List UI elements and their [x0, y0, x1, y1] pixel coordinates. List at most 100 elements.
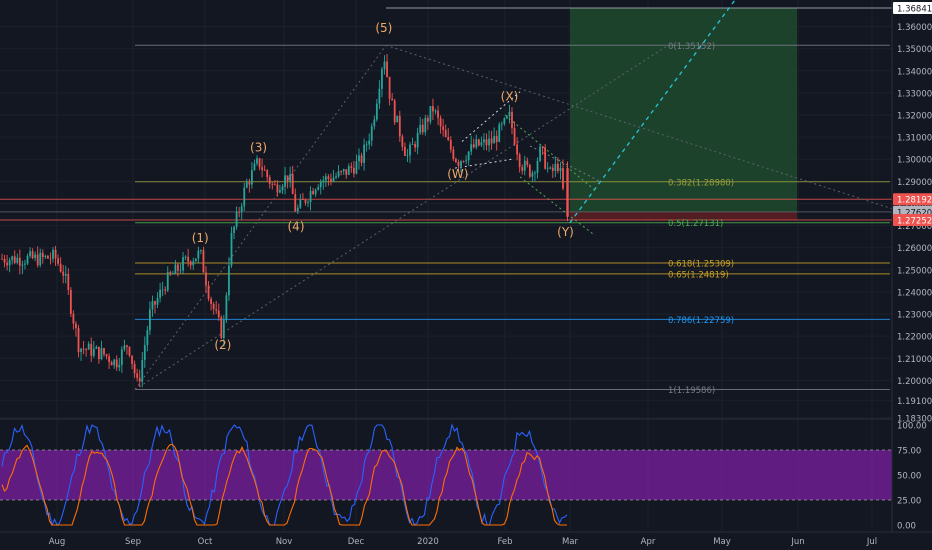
candle-body[interactable]	[261, 167, 263, 171]
candle-body[interactable]	[302, 199, 304, 200]
candle-body[interactable]	[539, 146, 541, 161]
candle-body[interactable]	[120, 349, 123, 365]
candle-body[interactable]	[245, 182, 248, 188]
candle-body[interactable]	[437, 110, 439, 118]
candle-body[interactable]	[149, 309, 151, 331]
candle-body[interactable]	[126, 345, 128, 347]
candle-body[interactable]	[559, 167, 562, 171]
candle-body[interactable]	[467, 151, 470, 161]
candle-body[interactable]	[353, 167, 355, 174]
candle-body[interactable]	[179, 270, 182, 272]
candle-body[interactable]	[299, 199, 302, 208]
candle-body[interactable]	[251, 170, 253, 185]
candle-body[interactable]	[77, 328, 80, 353]
candle-body[interactable]	[87, 343, 90, 350]
candle-body[interactable]	[138, 377, 141, 382]
candle-body[interactable]	[200, 250, 202, 252]
candle-body[interactable]	[544, 147, 547, 169]
candle-body[interactable]	[75, 323, 77, 329]
candle-body[interactable]	[113, 359, 116, 366]
candle-body[interactable]	[108, 356, 110, 363]
candle-body[interactable]	[557, 163, 559, 171]
candle-body[interactable]	[54, 249, 57, 259]
candle-body[interactable]	[215, 309, 218, 311]
candle-body[interactable]	[240, 206, 243, 213]
candle-body[interactable]	[324, 176, 327, 181]
candle-body[interactable]	[31, 251, 34, 259]
candle-body[interactable]	[439, 117, 442, 127]
candle-body[interactable]	[105, 354, 108, 357]
candle-body[interactable]	[358, 155, 360, 162]
candle-body[interactable]	[67, 273, 70, 290]
candle-body[interactable]	[378, 88, 381, 104]
candle-body[interactable]	[513, 128, 516, 145]
candle-body[interactable]	[536, 160, 539, 173]
candle-body[interactable]	[386, 61, 388, 77]
candle-body[interactable]	[161, 289, 164, 291]
candle-body[interactable]	[16, 257, 19, 263]
candle-body[interactable]	[534, 172, 536, 174]
candle-body[interactable]	[462, 161, 465, 162]
candle-body[interactable]	[531, 172, 534, 177]
candle-body[interactable]	[202, 250, 205, 273]
candle-body[interactable]	[156, 297, 159, 305]
candle-body[interactable]	[151, 301, 154, 310]
candle-body[interactable]	[457, 162, 460, 167]
candle-body[interactable]	[141, 359, 144, 382]
candle-body[interactable]	[490, 138, 493, 144]
candle-body[interactable]	[47, 255, 49, 259]
candle-body[interactable]	[187, 256, 190, 262]
candle-body[interactable]	[110, 362, 113, 366]
candle-body[interactable]	[194, 258, 197, 262]
candle-body[interactable]	[271, 183, 274, 185]
candle-body[interactable]	[368, 140, 371, 145]
candle-body[interactable]	[424, 117, 427, 133]
candle-body[interactable]	[13, 256, 16, 263]
candle-body[interactable]	[416, 132, 419, 148]
candle-body[interactable]	[146, 330, 149, 346]
candle-body[interactable]	[44, 255, 47, 258]
candle-body[interactable]	[495, 136, 498, 142]
candle-body[interactable]	[429, 106, 432, 122]
candle-body[interactable]	[174, 264, 177, 274]
candle-body[interactable]	[80, 348, 82, 353]
candle-body[interactable]	[289, 174, 292, 181]
candle-body[interactable]	[291, 174, 294, 194]
candle-body[interactable]	[238, 211, 241, 213]
candle-body[interactable]	[263, 170, 266, 171]
candle-body[interactable]	[243, 187, 246, 207]
candle-body[interactable]	[465, 160, 467, 162]
candle-body[interactable]	[319, 181, 322, 188]
candle-body[interactable]	[34, 254, 37, 259]
candle-body[interactable]	[312, 190, 314, 195]
candle-body[interactable]	[72, 313, 75, 324]
candle-body[interactable]	[273, 184, 276, 186]
candle-body[interactable]	[3, 258, 6, 263]
candle-body[interactable]	[526, 160, 529, 165]
stoch-d-line[interactable]	[1, 443, 567, 526]
candle-body[interactable]	[365, 144, 368, 146]
candle-body[interactable]	[562, 167, 564, 189]
stoch-k-line[interactable]	[1, 423, 568, 527]
candle-body[interactable]	[401, 136, 404, 147]
candle-body[interactable]	[452, 149, 455, 159]
candle-body[interactable]	[6, 262, 8, 266]
candle-body[interactable]	[64, 273, 67, 276]
candle-body[interactable]	[554, 163, 557, 171]
candle-body[interactable]	[207, 285, 210, 299]
candle-body[interactable]	[327, 176, 330, 179]
candle-body[interactable]	[398, 115, 401, 137]
candle-body[interactable]	[197, 250, 200, 259]
candle-body[interactable]	[551, 167, 554, 171]
candle-body[interactable]	[363, 144, 365, 163]
candle-body[interactable]	[521, 167, 524, 171]
candle-body[interactable]	[355, 161, 358, 174]
candle-body[interactable]	[396, 115, 399, 123]
candle-body[interactable]	[388, 76, 391, 99]
candle-body[interactable]	[330, 178, 332, 182]
candle-body[interactable]	[131, 355, 133, 364]
candle-body[interactable]	[500, 123, 503, 125]
candle-body[interactable]	[506, 116, 508, 119]
candle-body[interactable]	[444, 129, 447, 138]
